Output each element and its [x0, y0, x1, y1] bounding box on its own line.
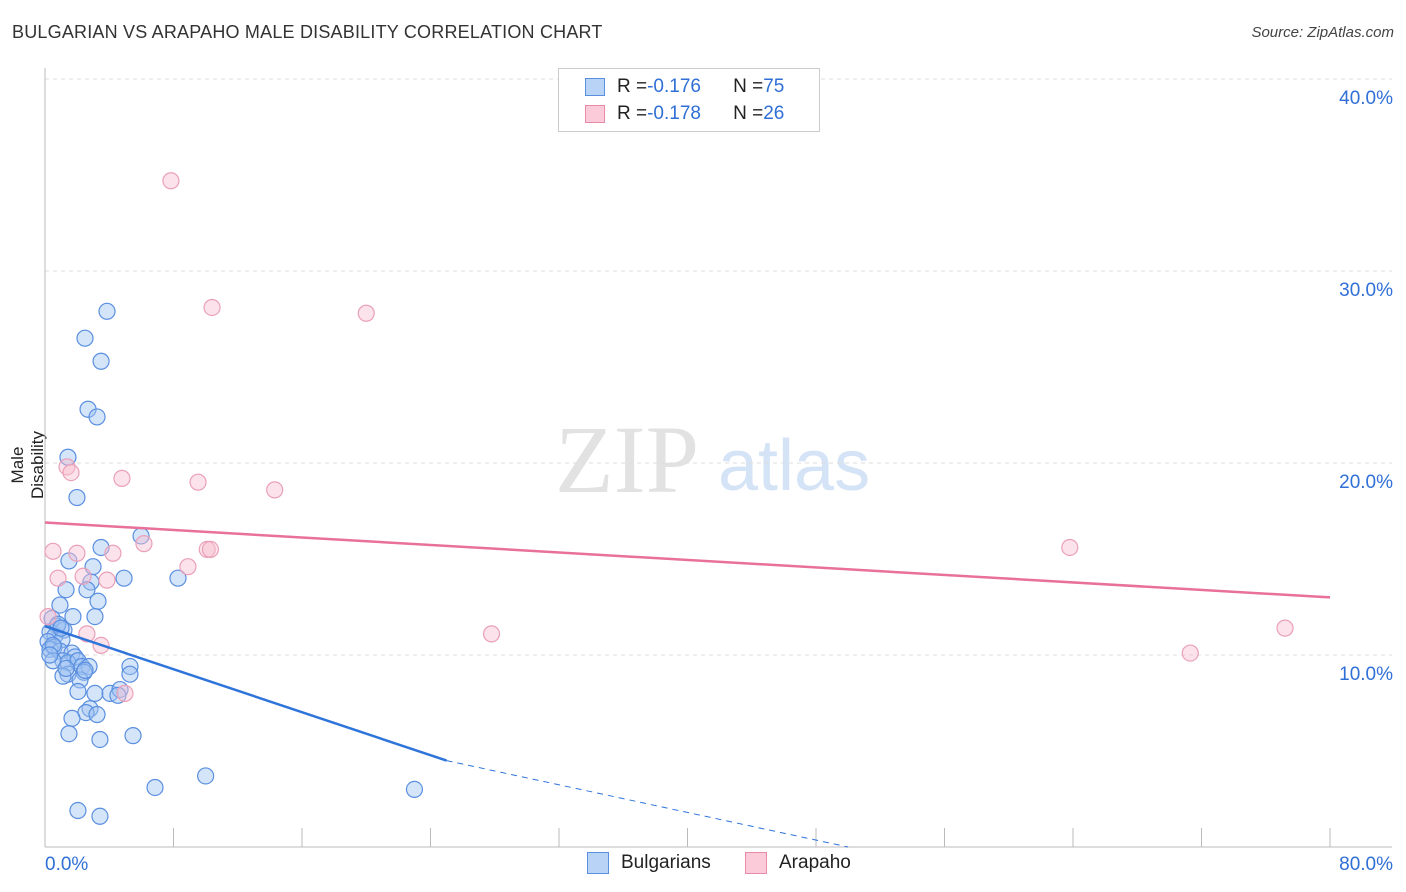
- arapaho-point: [68, 544, 86, 562]
- arapaho-point: [203, 298, 221, 317]
- bulgarian-point: [98, 302, 116, 320]
- source-label: Source: ZipAtlas.com: [1251, 24, 1394, 41]
- bulgarian-trendline-extension: [446, 760, 849, 848]
- arapaho-point: [113, 469, 131, 487]
- bulgarian-point: [197, 767, 215, 785]
- y-tick-label: 40.0%: [1339, 88, 1393, 109]
- arapaho-point: [104, 544, 122, 562]
- bulgarian-point: [69, 682, 87, 701]
- bulgarian-point: [44, 636, 62, 655]
- legend-swatch-blue: [585, 78, 605, 96]
- bulgarian-point: [78, 581, 96, 599]
- arapaho-point: [135, 535, 153, 553]
- bulgarian-point: [89, 592, 107, 610]
- bulgarian-point: [68, 488, 86, 507]
- arapaho-point: [357, 304, 375, 322]
- arapaho-point: [98, 571, 116, 589]
- n-label: N =: [733, 76, 764, 97]
- bottom-legend-arapaho: Arapaho: [745, 852, 851, 874]
- arapaho-point: [1276, 619, 1294, 637]
- bulgarian-point: [86, 684, 104, 703]
- watermark-atlas: atlas: [718, 426, 870, 506]
- x-tick-label: 80.0%: [1339, 854, 1393, 875]
- bulgarian-trendline: [44, 625, 447, 762]
- n-value: 26: [763, 103, 785, 124]
- arapaho-point: [39, 607, 57, 626]
- bulgarian-point: [57, 659, 75, 678]
- arapaho-point: [44, 542, 62, 560]
- bulgarian-point: [169, 569, 187, 587]
- series-name: Arapaho: [779, 852, 851, 873]
- bulgarian-point: [76, 661, 94, 679]
- arapaho-point: [74, 567, 92, 585]
- bulgarian-point: [76, 329, 94, 347]
- bulgarian-point: [86, 607, 104, 626]
- arapaho-point: [266, 481, 284, 499]
- arapaho-point: [49, 569, 67, 587]
- arapaho-point: [1181, 644, 1199, 662]
- arapaho-point: [201, 540, 220, 559]
- legend-swatch-blue: [587, 852, 609, 874]
- bulgarian-point: [60, 725, 78, 743]
- series-name: Bulgarians: [621, 852, 711, 873]
- bulgarian-point: [124, 727, 142, 745]
- legend: R = -0.176 N = 75 R = -0.178 N = 26: [558, 68, 820, 132]
- bulgarian-point: [63, 709, 81, 727]
- bulgarian-point: [92, 352, 110, 370]
- bulgarian-point: [69, 801, 87, 820]
- r-value: -0.176: [647, 76, 701, 97]
- y-tick-label: 10.0%: [1339, 664, 1393, 685]
- bulgarian-point: [405, 780, 424, 799]
- legend-row-bulgarians: R = -0.176 N = 75: [585, 75, 784, 99]
- legend-swatch-pink: [585, 105, 605, 123]
- bulgarian-point: [115, 569, 133, 587]
- n-value: 75: [763, 76, 785, 97]
- n-label: N =: [733, 103, 764, 124]
- arapaho-point: [179, 558, 197, 576]
- arapaho-trendline: [44, 521, 1331, 599]
- bulgarian-point: [109, 686, 127, 704]
- bulgarian-point: [146, 778, 164, 797]
- bulgarian-point: [121, 665, 139, 683]
- bulgarian-point: [64, 607, 82, 626]
- bulgarian-point: [88, 705, 106, 724]
- arapaho-point: [482, 625, 501, 643]
- arapaho-point: [162, 172, 180, 190]
- bulgarian-point: [91, 730, 109, 749]
- y-tick-label: 20.0%: [1339, 472, 1393, 493]
- legend-swatch-pink: [745, 852, 767, 874]
- arapaho-point: [62, 464, 80, 482]
- r-label: R =: [617, 76, 648, 97]
- r-label: R =: [617, 103, 648, 124]
- legend-row-arapaho: R = -0.178 N = 26: [585, 102, 784, 126]
- r-value: -0.178: [647, 103, 701, 124]
- arapaho-point: [1061, 538, 1079, 557]
- bottom-legend-bulgarians: Bulgarians: [587, 852, 711, 874]
- bulgarian-point: [41, 646, 59, 664]
- arapaho-point: [116, 684, 134, 703]
- arapaho-point: [189, 473, 207, 491]
- bulgarian-point: [51, 596, 69, 614]
- bulgarian-point: [91, 807, 109, 825]
- bulgarian-point: [88, 408, 106, 426]
- y-tick-label: 30.0%: [1339, 280, 1393, 301]
- chart-title: BULGARIAN VS ARAPAHO MALE DISABILITY COR…: [12, 22, 603, 42]
- x-tick-label: 0.0%: [45, 854, 88, 875]
- watermark-zip: ZIP: [555, 406, 699, 513]
